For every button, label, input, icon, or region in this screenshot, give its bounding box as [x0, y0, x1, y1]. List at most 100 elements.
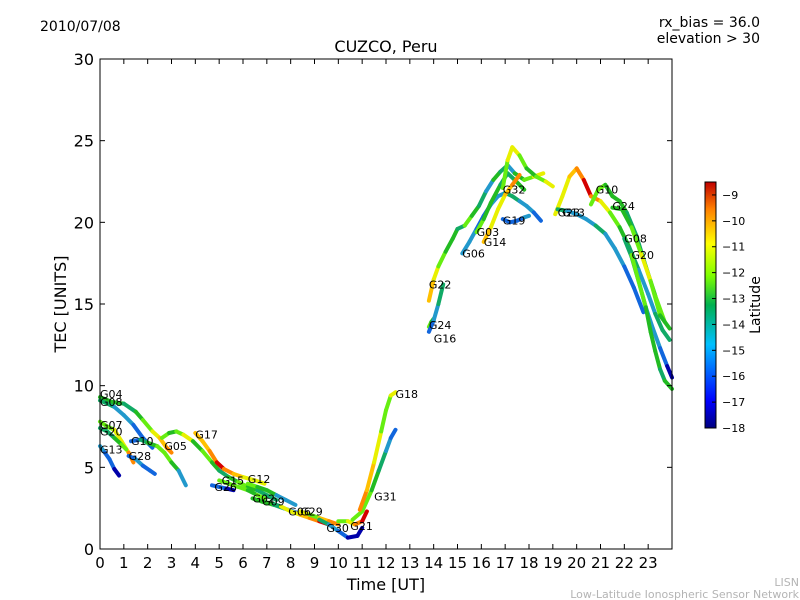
series-segment: [574, 166, 586, 182]
series-segment: [581, 177, 593, 199]
series-segment: [589, 187, 601, 207]
x-tick-label: 15: [448, 554, 467, 572]
series-segment: [531, 210, 543, 223]
series-segment: [164, 445, 174, 455]
series-G04: [98, 395, 174, 455]
series-label: G20: [632, 249, 655, 262]
series-segment: [593, 223, 608, 236]
series-label: G05: [164, 440, 187, 453]
x-tick-label: 0: [95, 554, 105, 572]
series-layer: [98, 145, 674, 540]
series-segment: [481, 225, 493, 244]
series-segment: [119, 442, 129, 452]
series-segment: [636, 279, 648, 310]
series-segment: [252, 478, 267, 486]
credit-long: Low-Latitude Ionospheric Sensor Network: [570, 588, 799, 600]
series-G24b: [610, 205, 672, 331]
series-segment: [650, 326, 663, 351]
series-segment: [474, 217, 486, 235]
series-label: G06: [462, 247, 485, 260]
series-segment: [524, 166, 539, 179]
series-label: G19: [503, 215, 526, 228]
series-label: G04: [100, 388, 123, 401]
series-label: G12: [248, 473, 271, 486]
series-G21: [336, 509, 369, 527]
series-segment: [357, 488, 369, 512]
series-segment: [608, 210, 622, 230]
series-segment: [431, 264, 441, 282]
series-segment: [364, 460, 377, 493]
series-label: G13: [100, 443, 123, 456]
y-tick-label: 15: [74, 295, 94, 314]
series-label: G08: [624, 233, 647, 246]
series-segment: [500, 158, 510, 190]
series-segment: [553, 194, 565, 217]
series-segment: [376, 449, 388, 473]
series-G14: [481, 173, 522, 244]
series-segment: [98, 395, 114, 404]
axis-ticks: 0 1 2 3 4 5 6 7 8 9 10 11 12 13 14 15 16 17 18 19 20 21 22 2305…: [74, 50, 672, 572]
series-segment: [612, 246, 627, 269]
series-segment: [388, 427, 398, 440]
series-label: G17: [195, 429, 218, 442]
series-segment: [653, 349, 663, 372]
series-segment: [505, 145, 515, 163]
series-G15: [217, 478, 267, 501]
series-label: G26: [214, 481, 237, 494]
series-segment: [360, 488, 374, 514]
series-segment: [646, 292, 658, 316]
y-axis-label: TEC [UNITS]: [51, 256, 70, 354]
series-segment: [469, 204, 481, 218]
series-segment: [598, 199, 612, 215]
series-segment: [350, 509, 365, 522]
colorbar-ticks: −9 −10 −11 −12 −13 −14 −15 −16 −17 −18: [712, 189, 745, 435]
x-tick-label: 14: [424, 554, 443, 572]
series-G19: [500, 213, 531, 225]
series-label: G09: [262, 496, 285, 509]
series-label: G20: [100, 425, 123, 438]
series-segment: [264, 493, 279, 502]
x-tick-label: 21: [591, 554, 610, 572]
x-tick-label: 6: [238, 554, 248, 572]
colorbar-tick-label: −10: [722, 215, 745, 228]
x-tick-label: 2: [143, 554, 153, 572]
series-segment: [443, 236, 455, 254]
x-tick-label: 8: [286, 554, 296, 572]
series-segment: [629, 253, 641, 284]
series-label: G03: [477, 226, 500, 239]
series-segment: [619, 207, 634, 230]
colorbar-tick-label: −13: [722, 293, 745, 306]
colorbar-tick-label: −16: [722, 370, 745, 383]
series-segment: [162, 450, 174, 465]
series-segment: [283, 498, 298, 507]
series-segment: [148, 468, 157, 476]
series-label: G24: [429, 319, 452, 332]
series-segment: [660, 328, 672, 342]
x-tick-label: 1: [119, 554, 129, 572]
series-segment: [484, 177, 496, 194]
series-segment: [436, 249, 448, 269]
series-label: G23: [558, 207, 581, 220]
x-tick-label: 4: [191, 554, 201, 572]
elevation-label: elevation > 30: [657, 31, 760, 47]
series-segment: [157, 435, 169, 450]
series-segment: [326, 519, 341, 527]
x-tick-label: 3: [167, 554, 177, 572]
series-segment: [372, 429, 384, 465]
series-segment: [369, 468, 381, 493]
series-segment: [260, 499, 276, 507]
series-segment: [503, 182, 515, 197]
series-segment: [665, 364, 674, 380]
date-label: 2010/07/08: [40, 19, 121, 35]
series-segment: [603, 182, 615, 199]
series-segment: [658, 313, 672, 331]
colorbar: [704, 181, 717, 429]
y-tick-label: 25: [74, 132, 94, 151]
x-tick-label: 11: [353, 554, 372, 572]
series-segment: [522, 213, 531, 220]
credit-short: LISN: [774, 576, 799, 589]
series-label: G08: [100, 396, 123, 409]
colorbar-tick-label: −18: [722, 422, 745, 435]
series-segment: [255, 493, 267, 501]
